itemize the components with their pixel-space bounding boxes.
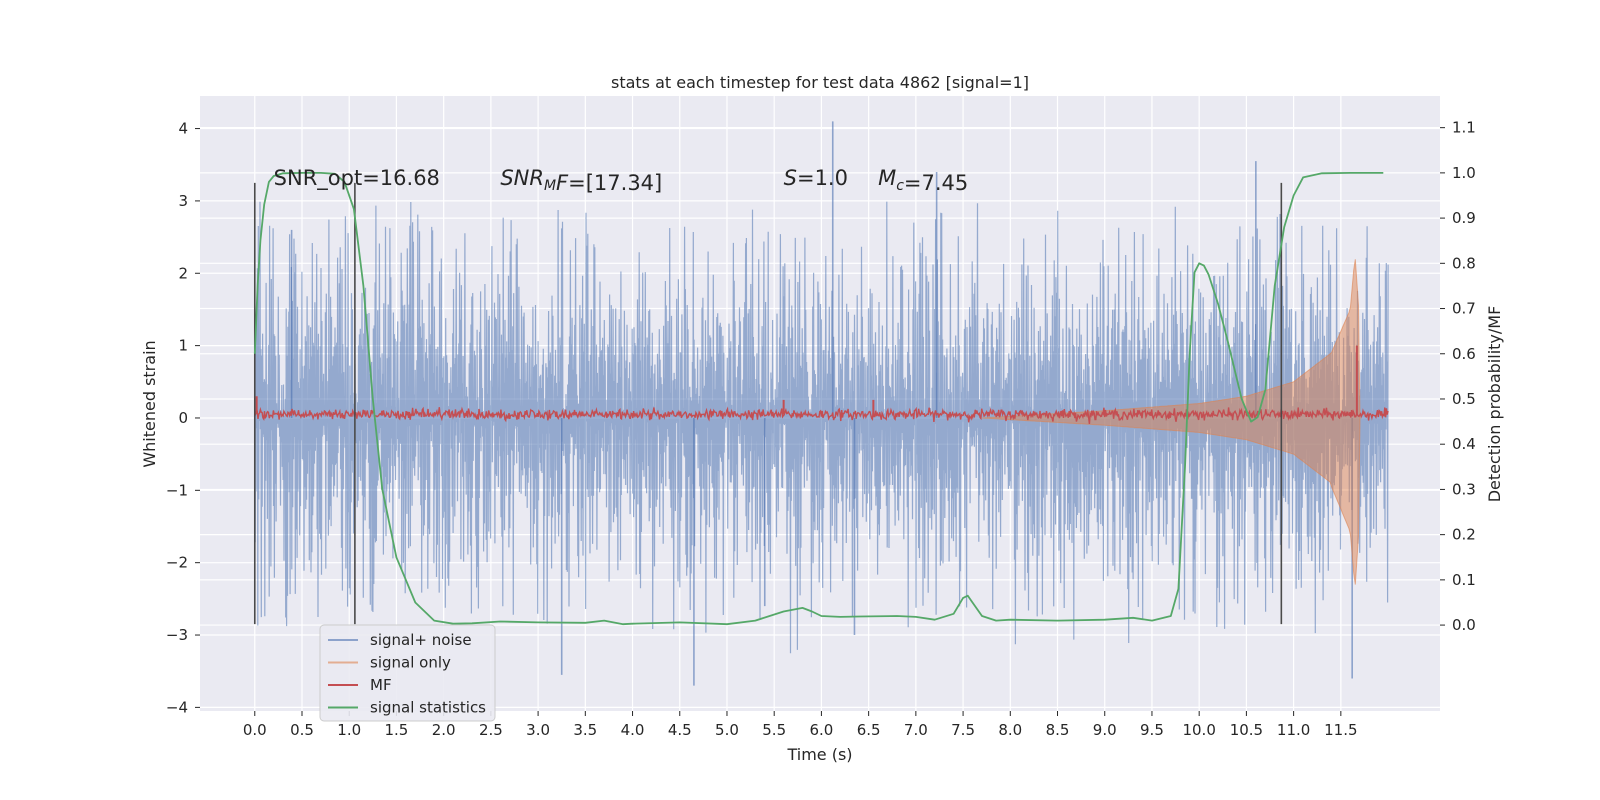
y-tick-label: 4 bbox=[178, 120, 188, 138]
annotation-part: =1.0 bbox=[797, 166, 848, 190]
annotation-part: S bbox=[784, 166, 797, 190]
annotation: S=1.0 bbox=[784, 166, 848, 190]
annotation: Mc=7.45 bbox=[878, 166, 968, 195]
x-tick-label: 10.0 bbox=[1182, 721, 1215, 739]
annotation-part: SNR_opt=16.68 bbox=[274, 166, 440, 191]
y-right-tick-label: 0.5 bbox=[1452, 390, 1476, 408]
annotation: SNRMF=[17.34] bbox=[500, 166, 662, 195]
mf-line bbox=[254, 406, 1389, 424]
annotation-part: =7.45 bbox=[904, 171, 968, 195]
y-right-tick-label: 0.1 bbox=[1452, 571, 1476, 589]
x-tick-label: 6.5 bbox=[857, 721, 881, 739]
x-tick-label: 7.0 bbox=[904, 721, 928, 739]
signal-only-area bbox=[981, 259, 1362, 585]
x-tick-label: 1.5 bbox=[385, 721, 409, 739]
y-tick-label: −4 bbox=[166, 698, 188, 716]
y-right-tick-label: 0.9 bbox=[1452, 209, 1476, 227]
y-right-axis-label: Detection probability/MF bbox=[1485, 306, 1504, 503]
annotation-part: SNR bbox=[500, 166, 544, 190]
x-tick-label: 8.0 bbox=[998, 721, 1022, 739]
y-right-tick-label: 1.0 bbox=[1452, 164, 1476, 182]
legend-label: MF bbox=[370, 676, 392, 694]
x-tick-label: 11.0 bbox=[1277, 721, 1310, 739]
y-right-tick-label: 0.0 bbox=[1452, 616, 1476, 634]
x-tick-label: 4.5 bbox=[668, 721, 692, 739]
x-tick-label: 5.0 bbox=[715, 721, 739, 739]
y-right-tick-label: 0.6 bbox=[1452, 345, 1476, 363]
series-signal-statistics bbox=[253, 172, 1384, 626]
y-right-tick-label: 1.1 bbox=[1452, 119, 1476, 137]
x-tick-label: 0.5 bbox=[290, 721, 314, 739]
axes: 0.0 0.5 1.0 1.5 2.0 2.5 3.0 3.5 4.0 4.5 5.0 5.5 6.0 6… bbox=[166, 119, 1476, 739]
legend-box bbox=[319, 624, 496, 722]
x-tick-label: 8.5 bbox=[1046, 721, 1070, 739]
series-signal-only bbox=[981, 259, 1362, 585]
x-tick-label: 11.5 bbox=[1324, 721, 1357, 739]
x-tick-label: 9.5 bbox=[1140, 721, 1164, 739]
x-tick-label: 2.0 bbox=[432, 721, 456, 739]
x-axis-label: Time (s) bbox=[786, 745, 852, 764]
annotation: SNR_opt=16.68 bbox=[274, 166, 440, 191]
legend-label: signal statistics bbox=[370, 699, 486, 717]
y-tick-label: −3 bbox=[166, 626, 188, 644]
annotation-part: c bbox=[896, 178, 904, 194]
y-axis-label: Whitened strain bbox=[140, 340, 159, 467]
x-tick-label: 2.5 bbox=[479, 721, 503, 739]
y-tick-label: 2 bbox=[178, 264, 188, 282]
legend-label: signal+ noise bbox=[370, 631, 472, 649]
y-right-tick-label: 0.8 bbox=[1452, 254, 1476, 272]
x-tick-label: 0.0 bbox=[243, 721, 267, 739]
y-right-tick-label: 0.2 bbox=[1452, 526, 1476, 544]
y-right-tick-label: 0.3 bbox=[1452, 480, 1476, 498]
x-tick-label: 10.5 bbox=[1230, 721, 1263, 739]
signal-noise-line bbox=[254, 201, 1389, 654]
y-tick-label: −1 bbox=[166, 481, 188, 499]
vertical-markers bbox=[253, 182, 1283, 625]
x-tick-label: 9.0 bbox=[1093, 721, 1117, 739]
annotation-part: M bbox=[544, 178, 556, 194]
x-tick-label: 4.0 bbox=[621, 721, 645, 739]
annotation-part: =[17.34] bbox=[568, 171, 662, 195]
x-tick-label: 6.0 bbox=[809, 721, 833, 739]
x-tick-label: 7.5 bbox=[951, 721, 975, 739]
signal-statistics-line bbox=[253, 172, 1384, 626]
y-right-tick-label: 0.7 bbox=[1452, 300, 1476, 318]
x-tick-label: 3.0 bbox=[526, 721, 550, 739]
legend-label: signal only bbox=[370, 654, 451, 672]
x-tick-label: 5.5 bbox=[762, 721, 786, 739]
y-tick-label: 3 bbox=[178, 192, 188, 210]
y-tick-label: −2 bbox=[166, 554, 188, 572]
annotations: SNR_opt=16.68 SNRMF=[17.34] S=1.0 Mc=7.45 bbox=[274, 166, 969, 195]
y-right-tick-label: 0.4 bbox=[1452, 435, 1476, 453]
series-mf bbox=[254, 345, 1389, 424]
y-tick-label: 1 bbox=[178, 337, 188, 355]
legend: signal+ noise signal only MF signal statist… bbox=[319, 624, 496, 722]
annotation-part: F bbox=[556, 171, 569, 195]
annotation-part: M bbox=[878, 166, 896, 190]
x-tick-label: 1.0 bbox=[337, 721, 361, 739]
chart-title: stats at each timestep for test data 486… bbox=[611, 73, 1029, 92]
x-tick-label: 3.5 bbox=[573, 721, 597, 739]
y-tick-label: 0 bbox=[178, 409, 188, 427]
